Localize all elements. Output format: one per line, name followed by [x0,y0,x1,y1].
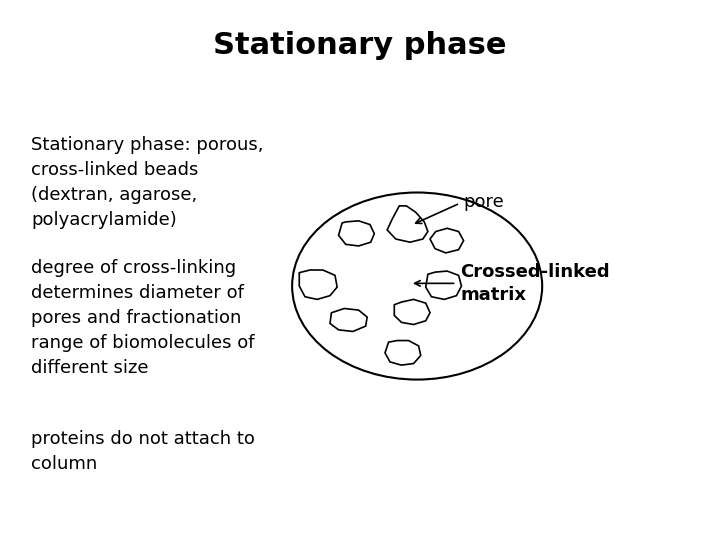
Text: degree of cross-linking
determines diameter of
pores and fractionation
range of : degree of cross-linking determines diame… [32,259,255,377]
Text: pore: pore [464,193,504,211]
Text: proteins do not attach to
column: proteins do not attach to column [32,430,255,474]
Text: Stationary phase: Stationary phase [213,31,507,60]
Text: Stationary phase: porous,
cross-linked beads
(dextran, agarose,
polyacrylamide): Stationary phase: porous, cross-linked b… [32,137,264,230]
Text: Crossed-linked
matrix: Crossed-linked matrix [460,262,610,304]
